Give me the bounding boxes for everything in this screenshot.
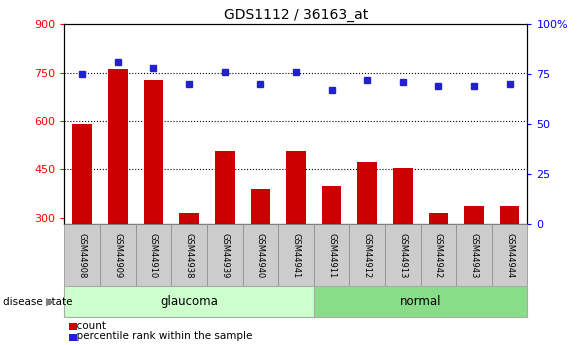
Bar <box>108 69 128 224</box>
Text: GSM44943: GSM44943 <box>469 233 479 278</box>
Bar <box>492 224 527 286</box>
Text: GSM44938: GSM44938 <box>185 233 193 278</box>
Text: GSM44942: GSM44942 <box>434 233 443 278</box>
Text: percentile rank within the sample: percentile rank within the sample <box>70 332 253 341</box>
Text: normal: normal <box>400 295 441 308</box>
Bar <box>207 224 243 286</box>
Text: count: count <box>70 321 106 331</box>
Text: GSM44911: GSM44911 <box>327 233 336 278</box>
Bar <box>286 151 306 224</box>
Text: glaucoma: glaucoma <box>160 295 218 308</box>
Bar <box>171 224 207 286</box>
Bar <box>500 206 519 224</box>
Text: GSM44908: GSM44908 <box>78 233 87 278</box>
Text: GSM44941: GSM44941 <box>291 233 301 278</box>
Bar <box>278 224 314 286</box>
Bar <box>464 206 484 224</box>
Text: disease state: disease state <box>3 297 73 307</box>
Text: GSM44939: GSM44939 <box>220 233 229 278</box>
Text: GSM44909: GSM44909 <box>113 233 122 278</box>
Bar <box>385 224 421 286</box>
Bar <box>314 224 349 286</box>
Bar <box>251 189 270 224</box>
Bar <box>428 213 448 224</box>
Bar <box>243 224 278 286</box>
Bar <box>421 224 456 286</box>
Text: GSM44940: GSM44940 <box>256 233 265 278</box>
Bar <box>179 213 199 224</box>
Bar <box>64 224 100 286</box>
Bar <box>314 286 527 317</box>
Bar <box>144 80 163 224</box>
Text: GSM44913: GSM44913 <box>398 233 407 278</box>
Bar <box>393 168 413 224</box>
Text: GSM44944: GSM44944 <box>505 233 514 278</box>
Bar <box>64 286 314 317</box>
Text: GSM44912: GSM44912 <box>363 233 372 278</box>
Text: ▶: ▶ <box>46 297 54 307</box>
Bar <box>136 224 171 286</box>
Bar <box>357 162 377 224</box>
Title: GDS1112 / 36163_at: GDS1112 / 36163_at <box>224 8 368 22</box>
Bar <box>100 224 136 286</box>
Bar <box>215 151 234 224</box>
Bar <box>456 224 492 286</box>
Bar <box>322 186 341 224</box>
Bar <box>73 124 92 224</box>
Text: GSM44910: GSM44910 <box>149 233 158 278</box>
Bar <box>349 224 385 286</box>
